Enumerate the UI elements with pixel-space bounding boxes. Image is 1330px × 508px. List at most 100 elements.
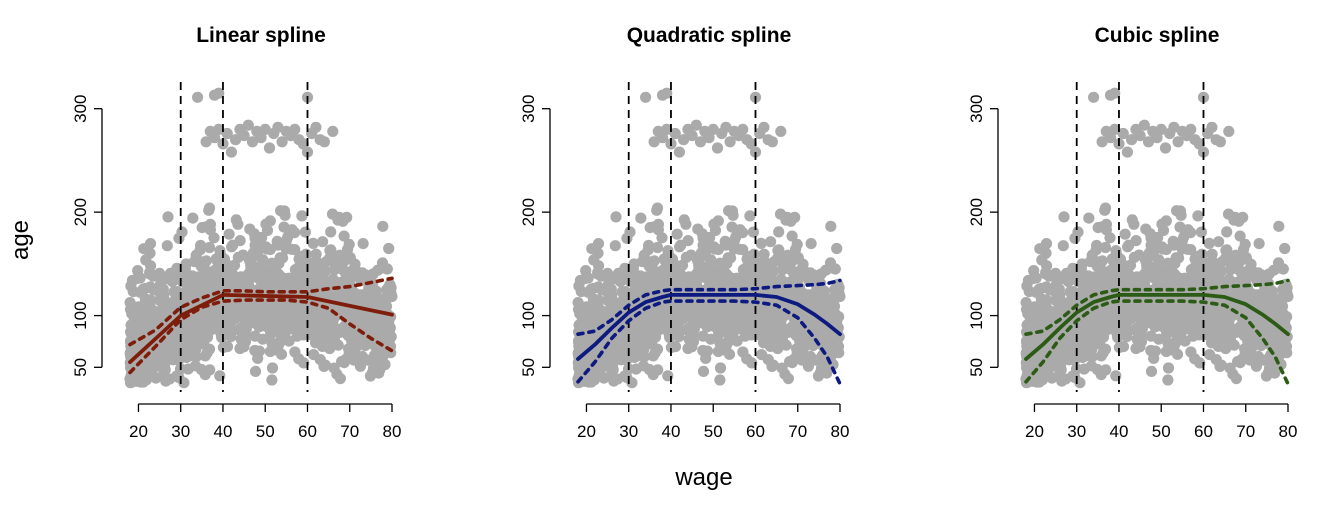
x-tick-label: 20 xyxy=(129,422,148,441)
spline-fit-line xyxy=(576,293,842,361)
scatter-point xyxy=(308,349,320,361)
scatter-point xyxy=(709,224,722,236)
x-tick-label: 40 xyxy=(662,422,681,441)
scatter-point xyxy=(635,212,647,224)
scatter-point xyxy=(255,132,267,144)
scatter-point xyxy=(264,345,276,358)
scatter-point xyxy=(1160,215,1172,227)
scatter-point xyxy=(628,258,640,270)
scatter-point xyxy=(346,334,358,347)
scatter-point xyxy=(725,308,737,320)
scatter-point xyxy=(1053,283,1065,295)
scatter-point xyxy=(226,241,238,253)
scatter-point xyxy=(327,125,339,137)
scatter-point xyxy=(1162,362,1175,374)
scatter-point xyxy=(1257,354,1269,366)
scatter-point xyxy=(1058,211,1070,223)
scatter-point xyxy=(1237,318,1249,330)
scatter-point xyxy=(658,323,671,335)
scatter-point xyxy=(180,258,192,270)
scatter-point xyxy=(1135,336,1147,348)
scatter-point xyxy=(134,286,146,298)
scatter-point xyxy=(704,270,717,283)
x-tick-label: 60 xyxy=(1194,422,1213,441)
scatter-point xyxy=(1088,91,1100,103)
y-axis: 50 100 200 300 xyxy=(967,95,999,377)
scatter-point xyxy=(690,268,703,280)
scatter-point xyxy=(612,267,625,279)
scatter-point xyxy=(780,214,792,226)
scatter-point xyxy=(145,260,157,272)
scatter-point xyxy=(1052,272,1064,284)
scatter-point xyxy=(1212,307,1224,319)
scatter-point xyxy=(215,250,227,262)
scatter-point xyxy=(264,215,276,227)
scatter-point xyxy=(651,241,664,254)
scatter-point xyxy=(344,286,356,298)
scatter-point xyxy=(198,270,210,282)
scatter-point xyxy=(1028,301,1040,313)
scatter-point xyxy=(223,228,235,240)
scatter-point xyxy=(705,333,717,345)
scatter-point xyxy=(1072,226,1084,238)
scatter-point xyxy=(1096,329,1108,341)
scatter-point xyxy=(381,263,393,275)
spline-fit-line xyxy=(1024,293,1290,361)
scatter-point xyxy=(774,248,786,260)
scatter-point xyxy=(1122,241,1134,253)
scatter-point xyxy=(1094,270,1106,282)
scatter-point xyxy=(1095,369,1107,381)
scatter-point xyxy=(266,374,278,386)
y-tick-label: 200 xyxy=(519,198,538,226)
panel-title: Quadratic spline xyxy=(627,24,792,47)
scatter-point xyxy=(818,286,830,298)
scatter-point xyxy=(724,136,736,148)
scatter-point xyxy=(1086,311,1098,323)
scatter-point xyxy=(162,211,174,223)
x-axis: 20 30 40 50 60 70 80 xyxy=(1025,403,1297,441)
scatter-point xyxy=(1253,238,1265,250)
scatter-point xyxy=(1106,323,1119,335)
scatter-point xyxy=(790,268,802,281)
scatter-point xyxy=(737,123,749,135)
scatter-point xyxy=(618,289,630,302)
scatter-point xyxy=(1119,228,1131,240)
scatter-point xyxy=(203,204,215,216)
scatter-point xyxy=(125,326,137,338)
scatter-point xyxy=(1162,374,1174,386)
x-tick-label: 40 xyxy=(214,422,233,441)
scatter-point xyxy=(293,353,305,365)
scatter-point xyxy=(1240,286,1252,298)
scatter-point xyxy=(1104,132,1117,144)
scatter-point xyxy=(286,243,298,255)
scatter-point xyxy=(246,136,259,148)
scatter-point xyxy=(273,299,285,311)
scatter-point xyxy=(316,307,328,319)
scatter-point xyxy=(831,242,843,255)
scatter-point xyxy=(694,136,707,148)
scatter-point xyxy=(805,238,817,250)
scatter-point xyxy=(775,274,787,286)
scatter-point xyxy=(789,318,801,330)
confidence-band-upper xyxy=(128,276,394,347)
scatter-point xyxy=(1203,237,1215,249)
scatter-point xyxy=(1083,212,1095,224)
scatter-point xyxy=(610,211,622,223)
scatter-point xyxy=(213,123,225,135)
scatter-point xyxy=(731,335,743,347)
scatter-point xyxy=(203,241,216,254)
scatter-point xyxy=(260,295,273,307)
scatter-point xyxy=(1104,278,1116,290)
scatter-point xyxy=(1041,260,1053,272)
scatter-point xyxy=(1076,258,1088,270)
scatter-point xyxy=(716,315,729,327)
scatter-point xyxy=(1202,262,1214,275)
scatter-point xyxy=(687,324,699,336)
scatter-point xyxy=(261,224,274,236)
scatter-point xyxy=(146,365,158,377)
scatter-point xyxy=(190,351,202,363)
scatter-point xyxy=(593,260,605,272)
scatter-point xyxy=(1195,226,1207,238)
scatter-point xyxy=(1140,223,1152,235)
